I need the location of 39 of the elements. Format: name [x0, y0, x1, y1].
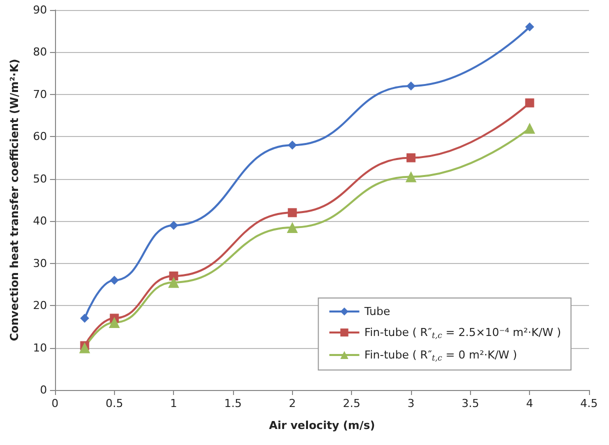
- x-tick-label: 1: [170, 397, 178, 410]
- point: [286, 222, 298, 233]
- point: [525, 22, 534, 32]
- x-tick-label: 4: [526, 397, 534, 410]
- y-tick-label: 60: [33, 130, 47, 144]
- point: [288, 140, 297, 150]
- point: [524, 122, 536, 134]
- x-tick-label: 1.5: [224, 397, 242, 410]
- point: [79, 342, 90, 354]
- y-tick-label: 20: [33, 299, 47, 312]
- x-tick-label: 0: [52, 397, 58, 410]
- y-tick-label: 30: [33, 256, 47, 270]
- x-tick-label: 2.5: [342, 397, 360, 410]
- y-tick-label: 0: [40, 384, 47, 396]
- point: [406, 153, 416, 162]
- point: [525, 98, 534, 108]
- y-tick-label: 10: [33, 341, 47, 354]
- point: [168, 276, 180, 288]
- point: [169, 220, 178, 230]
- y-tick-label: 70: [33, 88, 47, 101]
- point: [108, 316, 120, 328]
- point: [288, 208, 297, 218]
- x-tick-label: 3: [408, 397, 414, 410]
- point: [406, 171, 416, 182]
- x-tick-label: 4.5: [580, 397, 598, 410]
- x-tick-label: 2: [288, 397, 296, 410]
- y-axis-title: Convection heat transfer coefficient (W/m²·K): [8, 58, 21, 342]
- legend-label: Tube: [363, 305, 390, 318]
- x-tick-label: 3.5: [462, 397, 480, 410]
- x-axis-title: Air velocity (m/s): [268, 419, 376, 432]
- point: [80, 314, 90, 323]
- point: [406, 82, 416, 90]
- point: [110, 276, 119, 285]
- y-tick-label: 90: [33, 4, 47, 16]
- point: [169, 272, 178, 280]
- y-tick-label: 40: [33, 214, 47, 228]
- x-tick-label: 0.5: [106, 397, 124, 410]
- y-tick-label: 50: [33, 172, 47, 186]
- y-tick-label: 80: [33, 46, 47, 59]
